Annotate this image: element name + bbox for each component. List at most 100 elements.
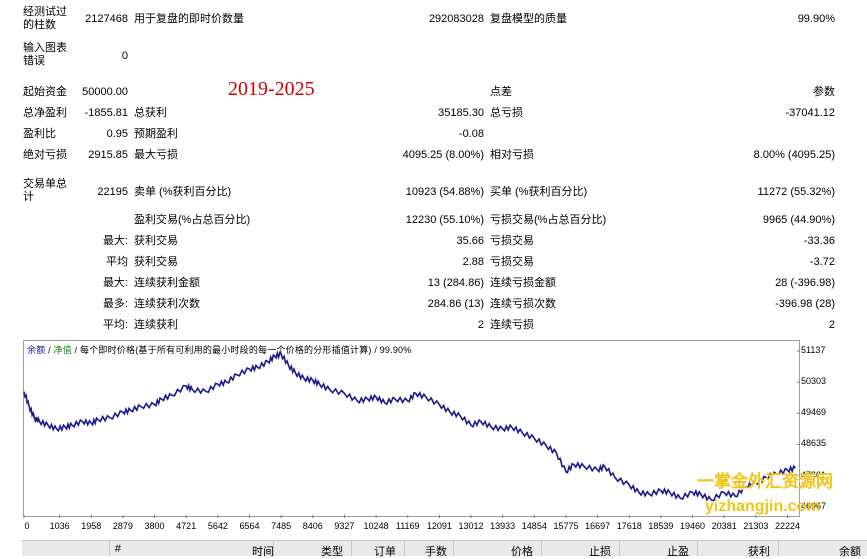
total-net-profit-label: 总净盈利 — [23, 107, 67, 119]
ticks-modelled-value: 292083028 — [428, 13, 484, 25]
profit-factor-value: 0.95 — [106, 128, 128, 140]
gross-profit-label: 总获利 — [134, 107, 167, 119]
avg-prefix: 平均: — [102, 319, 128, 331]
average-prefix: 平均 — [106, 256, 128, 268]
spread-label: 点差 — [490, 86, 512, 98]
initial-deposit-label: 起始资金 — [23, 86, 67, 98]
largest-profit-label: 获利交易 — [134, 235, 178, 247]
average-loss-value: -3.72 — [809, 256, 835, 268]
x-tick-label: 21303 — [743, 521, 769, 531]
relative-drawdown-label: 相对亏损 — [490, 149, 534, 161]
x-tick-label: 16697 — [585, 521, 611, 531]
largest-loss-label: 亏损交易 — [490, 235, 534, 247]
bars-tested-label: 经测试过的柱数 — [23, 6, 67, 31]
chart-errors-label: 输入图表错误 — [23, 42, 67, 67]
max-consec-losses-value: 28 (-396.98) — [775, 277, 835, 289]
avg-consec-wins-value: 2 — [477, 319, 484, 331]
short-positions-label: 卖单 (%获利百分比) — [134, 186, 232, 198]
table-column-header[interactable]: 类型 — [321, 546, 343, 558]
x-tick-label: 2879 — [112, 521, 133, 531]
chart-errors-value: 0 — [121, 50, 128, 62]
y-tick-label: 50303 — [801, 376, 827, 387]
profit-trades-value: 12230 (55.10%) — [405, 214, 484, 226]
column-divider — [619, 541, 620, 556]
maximal-consec-loss-label: 连续亏损次数 — [490, 298, 556, 310]
x-tick-label: 11169 — [395, 521, 420, 531]
table-column-header[interactable]: 余额 — [839, 546, 861, 558]
max-consec-losses-label: 连续亏损金额 — [490, 277, 556, 289]
modelling-quality-value: 99.90% — [797, 13, 835, 25]
largest-profit-value: 35.66 — [456, 235, 484, 247]
chart-title-equity: 净值 — [53, 345, 72, 355]
max-consec-wins-label: 连续获利金额 — [134, 277, 200, 289]
y-tick-label: 49469 — [801, 407, 827, 418]
chart-title-balance: 余额 — [27, 345, 46, 355]
x-tick-label: 17618 — [616, 521, 642, 531]
ticks-modelled-label: 用于复盘的即时价数量 — [134, 13, 244, 25]
table-column-header[interactable]: 订单 — [374, 546, 396, 558]
long-positions-value: 11272 (55.32%) — [757, 186, 835, 198]
profit-factor-label: 盈利比 — [23, 128, 56, 140]
gross-loss-value: -37041.12 — [785, 107, 835, 119]
y-tick-label: 51137 — [801, 344, 826, 355]
x-tick-label: 1958 — [81, 521, 102, 531]
y-tick-label: 47801 — [801, 469, 827, 480]
table-column-header[interactable]: 手数 — [425, 546, 447, 558]
x-tick-label: 4721 — [176, 521, 197, 531]
long-positions-label: 买单 (%获利百分比) — [490, 186, 588, 198]
bars-tested-value: 2127468 — [85, 13, 128, 25]
x-tick-label: 14854 — [521, 521, 547, 531]
x-tick-label: 15775 — [553, 521, 579, 531]
initial-deposit-value: 50000.00 — [82, 86, 128, 98]
x-tick-label: 12091 — [426, 521, 452, 531]
largest-prefix: 最大: — [102, 235, 128, 247]
year-range-annotation: 2019-2025 — [228, 78, 315, 100]
watermark-url: yizhangjin.com — [705, 498, 821, 515]
expected-payoff-value: -0.08 — [458, 128, 484, 140]
chart-title: 余额 / 净值 / 每个即时价格(基于所有可利用的最小时段的每一个价格的分形插值… — [27, 343, 411, 356]
x-tick-label: 13933 — [490, 521, 516, 531]
column-divider — [109, 541, 110, 556]
modelling-quality-label: 复盘模型的质量 — [490, 13, 567, 25]
maximum-prefix: 最大: — [102, 277, 128, 289]
x-tick-label: 20381 — [711, 521, 737, 531]
average-loss-label: 亏损交易 — [490, 256, 534, 268]
table-column-header[interactable]: # — [114, 543, 121, 555]
x-tick-label: 22224 — [775, 521, 801, 531]
relative-drawdown-value: 8.00% (4095.25) — [753, 149, 835, 161]
column-divider — [453, 541, 454, 556]
avg-consec-wins-label: 连续获利 — [134, 319, 178, 331]
column-divider — [541, 541, 542, 556]
largest-loss-value: -33.36 — [803, 235, 835, 247]
column-divider — [404, 541, 405, 556]
column-divider — [273, 541, 274, 556]
absolute-drawdown-value: 2915.85 — [88, 149, 128, 161]
total-net-profit-value: -1855.81 — [84, 107, 128, 119]
average-profit-label: 获利交易 — [134, 256, 178, 268]
x-tick-label: 10248 — [363, 521, 389, 531]
maximal-prefix: 最多: — [102, 298, 128, 310]
x-tick-label: 18539 — [648, 521, 674, 531]
column-divider — [778, 541, 779, 556]
table-column-header[interactable]: 获利 — [748, 546, 770, 558]
profit-trades-label: 盈利交易(%占总百分比) — [134, 214, 251, 226]
short-positions-value: 10923 (54.88%) — [405, 186, 484, 198]
y-tick-label: 46967 — [801, 500, 827, 511]
chart-title-rest: / 每个即时价格(基于所有可利用的最小时段的每一个价格的分形插值计算) / 99… — [71, 345, 412, 355]
balance-chart — [23, 340, 800, 517]
x-tick-label: 6564 — [239, 521, 260, 531]
maximal-drawdown-value: 4095.25 (8.00%) — [402, 149, 484, 161]
absolute-drawdown-label: 绝对亏损 — [23, 149, 67, 161]
table-column-header[interactable]: 止盈 — [667, 546, 689, 558]
column-divider — [351, 541, 352, 556]
table-column-header[interactable]: 止损 — [589, 546, 611, 558]
x-tick-label: 5642 — [207, 521, 228, 531]
average-profit-value: 2.88 — [462, 256, 484, 268]
spread-value: 参数 — [813, 86, 835, 98]
x-tick-label: 9327 — [334, 521, 355, 531]
table-column-header[interactable]: 价格 — [511, 546, 533, 558]
watermark-text: 一掌金外汇资源网 — [697, 472, 833, 491]
table-column-header[interactable]: 时间 — [252, 546, 274, 558]
series-line-balance — [23, 350, 796, 502]
